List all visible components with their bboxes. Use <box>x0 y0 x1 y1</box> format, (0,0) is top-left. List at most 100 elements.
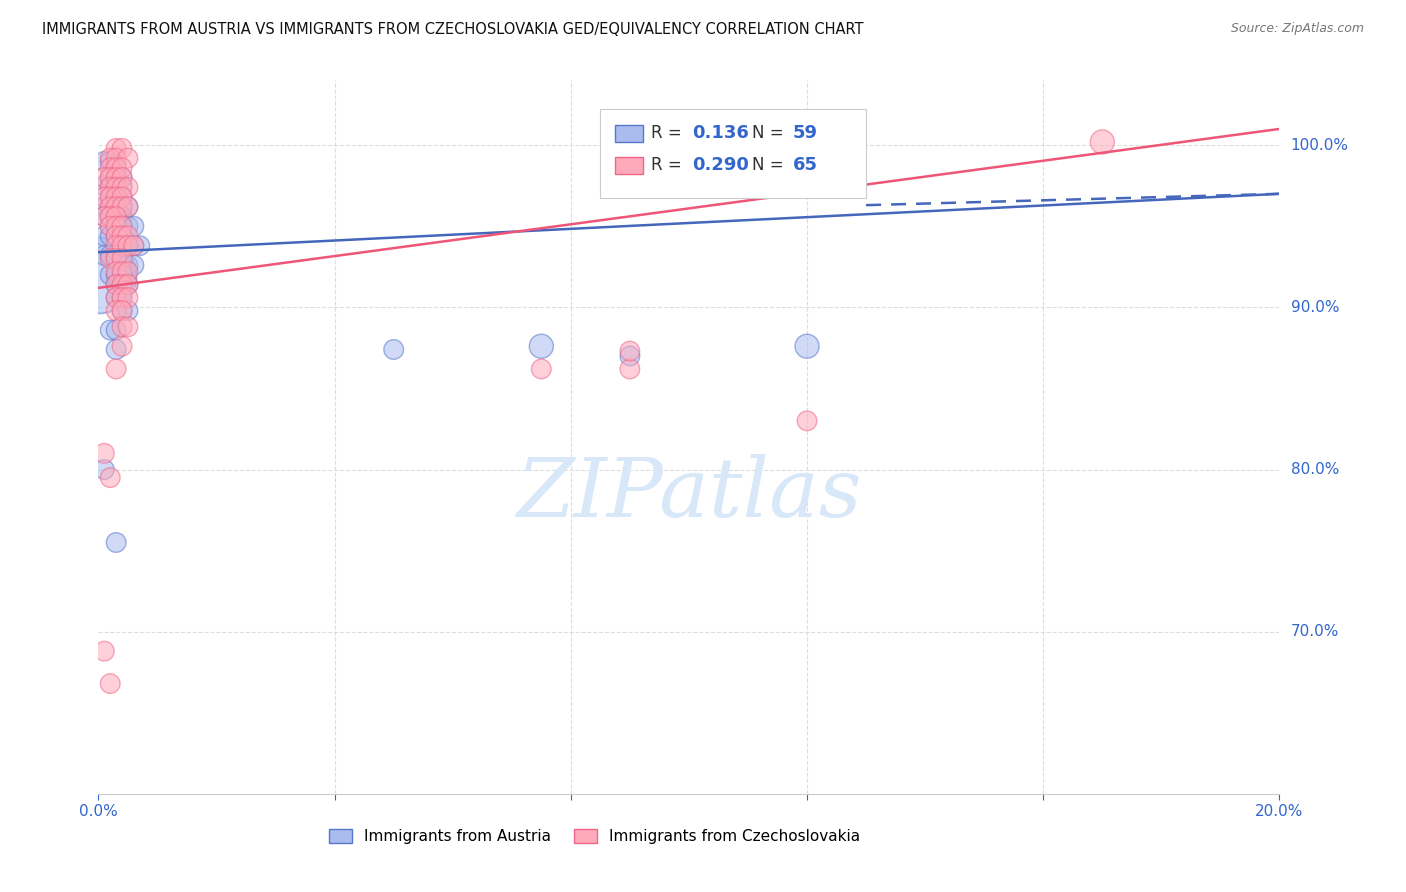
Point <box>117 277 139 292</box>
Point <box>105 343 128 357</box>
Point <box>111 190 134 204</box>
Point <box>105 323 128 337</box>
Point <box>93 178 115 193</box>
Text: 80.0%: 80.0% <box>1291 462 1339 477</box>
Point <box>111 268 134 282</box>
Point <box>122 258 145 272</box>
Point <box>117 180 139 194</box>
Point <box>105 303 128 318</box>
Point <box>105 229 128 244</box>
Point <box>98 151 121 165</box>
Point <box>98 200 121 214</box>
Point <box>111 291 134 305</box>
Point <box>111 200 134 214</box>
Text: Source: ZipAtlas.com: Source: ZipAtlas.com <box>1230 22 1364 36</box>
Point <box>111 200 134 214</box>
Text: N =: N = <box>752 124 789 142</box>
Text: 65: 65 <box>793 156 818 174</box>
Point <box>105 252 128 266</box>
Point <box>111 238 134 252</box>
Point <box>98 180 121 194</box>
Point <box>111 252 134 266</box>
Point <box>111 303 134 318</box>
Point <box>382 343 405 357</box>
Point <box>1091 135 1114 149</box>
Point <box>93 644 115 658</box>
Text: ZIPatlas: ZIPatlas <box>516 454 862 534</box>
Point <box>122 238 145 252</box>
Point <box>117 200 139 214</box>
Point <box>105 151 128 165</box>
Point <box>98 219 121 234</box>
Point <box>105 248 128 262</box>
Point <box>105 210 128 224</box>
Point <box>111 170 134 185</box>
Point <box>98 210 121 224</box>
Point <box>619 362 641 376</box>
FancyBboxPatch shape <box>614 125 643 142</box>
Point <box>105 291 128 305</box>
Point <box>93 200 115 214</box>
Point <box>111 180 134 194</box>
Point <box>117 219 139 234</box>
Point <box>105 141 128 155</box>
Point <box>796 414 818 428</box>
Point <box>111 178 134 193</box>
Point <box>105 219 128 234</box>
Point <box>105 268 128 282</box>
Point <box>93 229 115 244</box>
Point <box>105 277 128 292</box>
Text: 90.0%: 90.0% <box>1291 300 1339 315</box>
Point <box>93 462 115 476</box>
Text: 0.290: 0.290 <box>693 156 749 174</box>
Point <box>111 303 134 318</box>
Point <box>105 210 128 224</box>
Point <box>105 200 128 214</box>
Point <box>98 170 121 185</box>
Point <box>105 178 128 193</box>
Legend: Immigrants from Austria, Immigrants from Czechoslovakia: Immigrants from Austria, Immigrants from… <box>323 823 866 850</box>
Point <box>93 248 115 262</box>
Point <box>105 170 128 185</box>
Point <box>105 535 128 549</box>
Point <box>105 362 128 376</box>
Point <box>619 349 641 363</box>
Point <box>98 252 121 266</box>
Point <box>111 141 134 155</box>
Point <box>796 339 818 353</box>
Point <box>98 190 121 204</box>
Point <box>87 268 110 282</box>
Point <box>117 151 139 165</box>
Point <box>105 180 128 194</box>
Point <box>105 190 128 204</box>
Point <box>111 277 134 292</box>
Point <box>117 229 139 244</box>
Point <box>98 268 121 282</box>
Point <box>105 170 128 185</box>
Point <box>111 319 134 334</box>
Point <box>117 277 139 292</box>
Text: R =: R = <box>651 124 688 142</box>
Point <box>93 446 115 460</box>
FancyBboxPatch shape <box>600 109 866 198</box>
Point <box>98 248 121 262</box>
Point <box>105 161 128 175</box>
Point <box>105 277 128 292</box>
Point <box>98 210 121 224</box>
Point <box>105 200 128 214</box>
Point <box>111 291 134 305</box>
Text: IMMIGRANTS FROM AUSTRIA VS IMMIGRANTS FROM CZECHOSLOVAKIA GED/EQUIVALENCY CORREL: IMMIGRANTS FROM AUSTRIA VS IMMIGRANTS FR… <box>42 22 863 37</box>
Point <box>98 229 121 244</box>
Point <box>530 339 553 353</box>
Point <box>111 161 134 175</box>
Point <box>93 210 115 224</box>
Point <box>111 210 134 224</box>
Point <box>111 229 134 244</box>
Point <box>111 219 134 234</box>
Point <box>117 238 139 252</box>
Text: R =: R = <box>651 156 688 174</box>
Point <box>105 265 128 279</box>
Point <box>105 158 128 172</box>
Point <box>98 200 121 214</box>
Point <box>105 229 128 244</box>
